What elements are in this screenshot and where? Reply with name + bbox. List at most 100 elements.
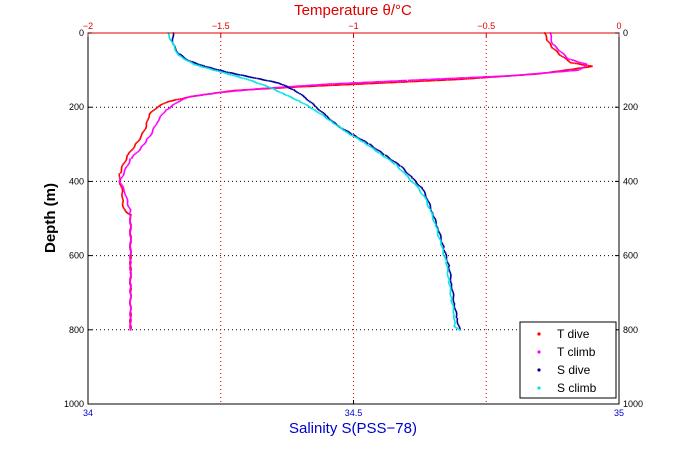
left-axis-tick-label: 800 xyxy=(69,325,84,335)
data-point xyxy=(237,73,239,76)
data-point xyxy=(339,82,341,85)
data-point xyxy=(444,77,446,80)
data-point xyxy=(255,88,257,90)
data-point xyxy=(448,279,451,281)
data-point xyxy=(447,267,449,270)
data-point xyxy=(417,80,420,83)
data-point xyxy=(382,153,385,156)
data-point xyxy=(307,84,309,87)
data-point xyxy=(225,91,228,93)
data-point xyxy=(407,177,410,179)
data-point xyxy=(227,73,230,75)
data-point xyxy=(142,144,145,146)
data-point xyxy=(233,72,236,75)
data-point xyxy=(322,84,325,87)
data-point xyxy=(444,252,447,255)
data-point xyxy=(431,217,434,219)
data-point xyxy=(550,44,552,47)
data-point xyxy=(146,119,149,121)
data-point xyxy=(405,79,408,82)
data-point xyxy=(558,49,560,52)
data-point xyxy=(556,71,558,73)
data-point xyxy=(403,79,406,82)
data-point xyxy=(348,131,350,133)
data-point xyxy=(263,79,266,81)
data-point xyxy=(121,191,124,194)
legend-marker xyxy=(537,386,541,390)
data-point xyxy=(130,326,132,328)
legend-label: S climb xyxy=(557,381,597,395)
data-point xyxy=(248,76,251,78)
data-point xyxy=(422,80,425,82)
data-point xyxy=(298,86,300,88)
data-point xyxy=(299,85,302,88)
data-point xyxy=(387,80,390,83)
data-point xyxy=(140,133,143,136)
data-point xyxy=(175,50,177,53)
data-point xyxy=(425,198,428,201)
data-point xyxy=(126,212,129,215)
data-point xyxy=(576,69,579,72)
data-point xyxy=(291,85,294,88)
data-point xyxy=(411,176,413,179)
data-point xyxy=(119,184,122,187)
data-point xyxy=(134,144,136,147)
data-point xyxy=(376,81,379,83)
data-point xyxy=(418,189,421,192)
data-point xyxy=(124,168,126,170)
legend-item: S dive xyxy=(537,363,591,377)
data-point xyxy=(385,154,387,157)
data-point xyxy=(412,177,415,180)
data-point xyxy=(130,227,132,230)
data-point xyxy=(129,223,132,225)
data-point xyxy=(375,148,377,150)
data-point xyxy=(349,132,351,134)
data-point xyxy=(130,249,132,252)
data-point xyxy=(565,57,567,60)
data-point xyxy=(210,92,213,95)
data-point xyxy=(575,69,578,72)
data-point xyxy=(374,81,376,83)
data-point xyxy=(299,100,301,103)
data-point xyxy=(449,286,452,289)
data-point xyxy=(256,77,258,80)
data-point xyxy=(445,259,448,262)
data-point xyxy=(196,63,199,65)
data-point xyxy=(130,313,132,315)
data-point xyxy=(181,55,184,57)
data-point xyxy=(179,55,181,57)
data-point xyxy=(148,135,151,138)
left-axis-tick-label: 200 xyxy=(69,102,84,112)
data-point xyxy=(514,74,517,77)
data-point xyxy=(308,85,311,88)
data-point xyxy=(193,95,195,97)
data-point xyxy=(575,67,577,70)
data-point xyxy=(130,295,132,298)
data-point xyxy=(300,93,303,96)
data-point xyxy=(451,302,453,304)
data-point xyxy=(215,92,217,94)
data-point xyxy=(191,62,194,64)
data-point xyxy=(261,78,264,81)
data-point xyxy=(344,129,346,131)
data-point xyxy=(427,206,430,208)
data-point xyxy=(205,93,208,96)
data-point xyxy=(433,216,436,219)
data-point xyxy=(185,58,187,60)
data-point xyxy=(156,106,159,108)
data-point xyxy=(157,105,160,108)
data-point xyxy=(225,72,228,75)
data-point xyxy=(266,87,269,89)
data-point xyxy=(440,238,442,240)
data-point xyxy=(469,76,471,79)
data-point xyxy=(421,187,423,189)
data-point xyxy=(470,77,473,80)
data-point xyxy=(475,76,477,79)
data-point xyxy=(409,174,412,177)
data-point xyxy=(323,112,326,115)
data-point xyxy=(496,75,498,78)
data-point xyxy=(311,85,314,88)
data-point xyxy=(154,124,157,127)
data-point xyxy=(172,36,174,38)
data-point xyxy=(304,103,307,106)
